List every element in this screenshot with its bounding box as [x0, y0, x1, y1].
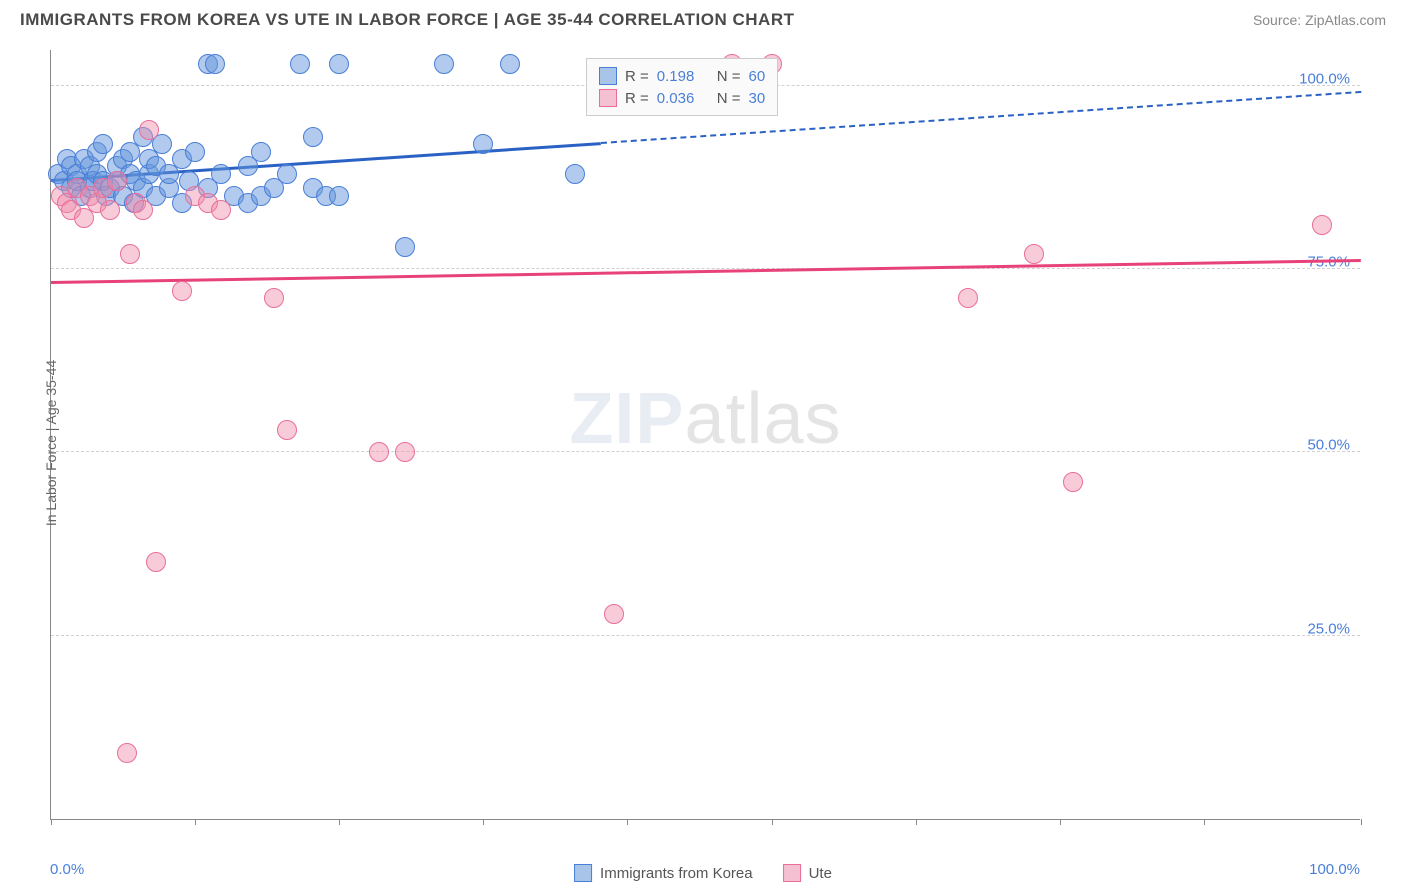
data-point: [120, 244, 140, 264]
legend-r-label: R =: [625, 68, 649, 85]
watermark-thin: atlas: [684, 379, 841, 459]
legend-swatch: [783, 864, 801, 882]
data-point: [117, 743, 137, 763]
legend-r-value: 0.036: [657, 90, 709, 107]
data-point: [107, 171, 127, 191]
x-tick: [1204, 819, 1205, 825]
data-point: [185, 142, 205, 162]
data-point: [329, 54, 349, 74]
legend-row: R = 0.198 N = 60: [599, 65, 765, 87]
chart-header: IMMIGRANTS FROM KOREA VS UTE IN LABOR FO…: [0, 0, 1406, 38]
scatter-chart: In Labor Force | Age 35-44 ZIPatlas 25.0…: [50, 50, 1360, 820]
data-point: [172, 281, 192, 301]
data-point: [303, 127, 323, 147]
legend-n-label: N =: [717, 68, 741, 85]
legend-n-label: N =: [717, 90, 741, 107]
y-tick-label: 50.0%: [1307, 437, 1350, 454]
legend-n-value: 30: [749, 90, 766, 107]
gridline: [51, 268, 1360, 269]
legend-r-label: R =: [625, 90, 649, 107]
x-axis-max-label: 100.0%: [1309, 861, 1360, 878]
data-point: [146, 552, 166, 572]
x-tick: [772, 819, 773, 825]
data-point: [369, 442, 389, 462]
legend-label: Immigrants from Korea: [600, 865, 753, 882]
data-point: [211, 164, 231, 184]
x-tick: [1361, 819, 1362, 825]
x-tick: [916, 819, 917, 825]
watermark: ZIPatlas: [569, 378, 841, 460]
legend-label: Ute: [809, 865, 832, 882]
y-tick-label: 100.0%: [1299, 70, 1350, 87]
gridline: [51, 635, 1360, 636]
x-tick: [483, 819, 484, 825]
data-point: [100, 200, 120, 220]
legend-swatch: [599, 67, 617, 85]
legend-inset: R = 0.198 N = 60 R = 0.036 N = 30: [586, 58, 778, 116]
y-tick-label: 25.0%: [1307, 620, 1350, 637]
data-point: [565, 164, 585, 184]
y-axis-label: In Labor Force | Age 35-44: [43, 359, 59, 525]
data-point: [93, 134, 113, 154]
legend-swatch: [599, 89, 617, 107]
x-tick: [195, 819, 196, 825]
data-point: [329, 186, 349, 206]
data-point: [500, 54, 520, 74]
legend-n-value: 60: [749, 68, 766, 85]
trend-line: [51, 259, 1361, 283]
data-point: [211, 200, 231, 220]
data-point: [473, 134, 493, 154]
data-point: [395, 442, 415, 462]
data-point: [205, 54, 225, 74]
data-point: [1312, 215, 1332, 235]
data-point: [139, 120, 159, 140]
data-point: [1024, 244, 1044, 264]
x-tick: [627, 819, 628, 825]
chart-title: IMMIGRANTS FROM KOREA VS UTE IN LABOR FO…: [20, 10, 794, 30]
data-point: [251, 142, 271, 162]
gridline: [51, 451, 1360, 452]
data-point: [277, 420, 297, 440]
x-axis-min-label: 0.0%: [50, 861, 84, 878]
legend-r-value: 0.198: [657, 68, 709, 85]
data-point: [277, 164, 297, 184]
x-tick: [51, 819, 52, 825]
data-point: [1063, 472, 1083, 492]
data-point: [264, 288, 284, 308]
x-tick: [339, 819, 340, 825]
data-point: [290, 54, 310, 74]
data-point: [958, 288, 978, 308]
data-point: [133, 200, 153, 220]
x-tick: [1060, 819, 1061, 825]
watermark-bold: ZIP: [569, 379, 684, 459]
source-attribution: Source: ZipAtlas.com: [1253, 12, 1386, 28]
data-point: [395, 237, 415, 257]
legend-item: Ute: [783, 864, 832, 882]
legend-row: R = 0.036 N = 30: [599, 87, 765, 109]
data-point: [434, 54, 454, 74]
legend-item: Immigrants from Korea: [574, 864, 753, 882]
data-point: [604, 604, 624, 624]
legend-swatch: [574, 864, 592, 882]
legend-bottom: Immigrants from Korea Ute: [574, 864, 832, 882]
